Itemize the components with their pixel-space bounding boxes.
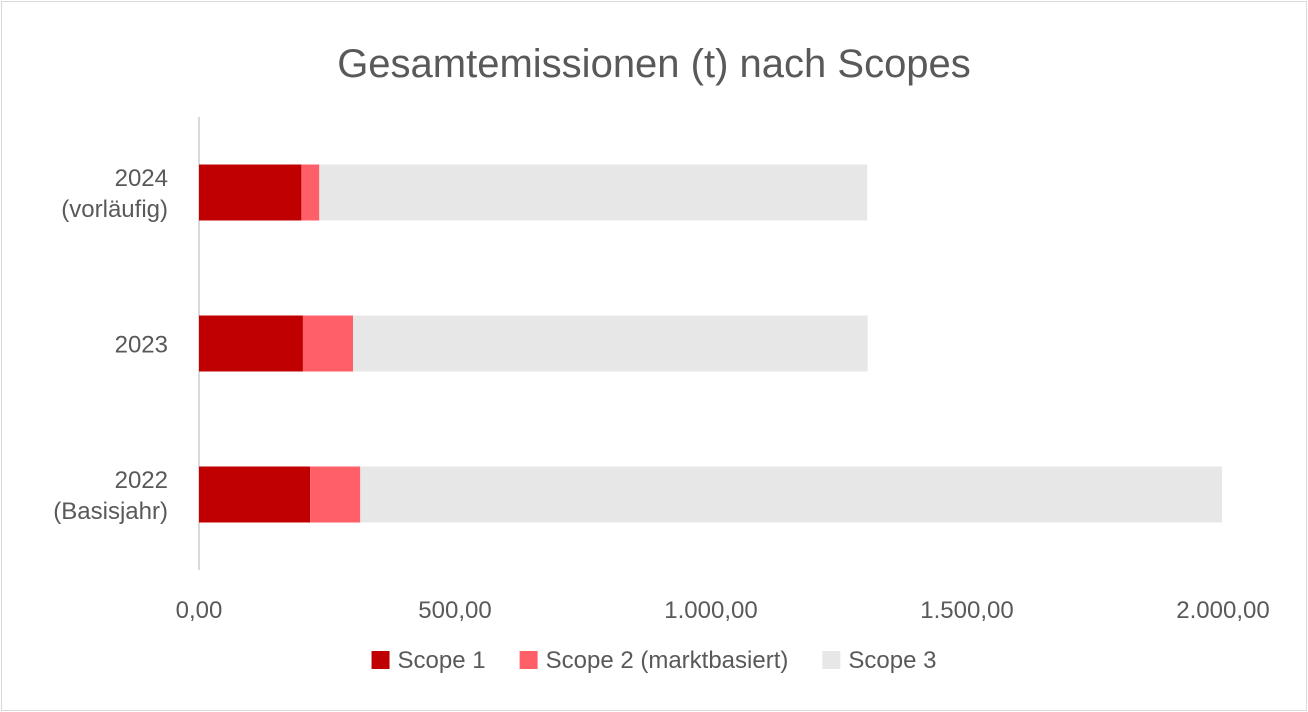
x-tick-label: 1.000,00: [664, 597, 757, 624]
bar-2-1: [301, 164, 320, 221]
chart-title: Gesamtemissionen (t) nach Scopes: [337, 42, 971, 86]
bar-3-1: [319, 164, 868, 221]
bar-2-2: [302, 315, 354, 372]
x-tick-label: 1.500,00: [920, 597, 1013, 624]
bar-2-3: [310, 466, 361, 523]
x-tick-label: 500,00: [418, 597, 491, 624]
legend-label-1: Scope 1: [398, 647, 486, 674]
x-tick-labels: 0,00 500,00 1.000,00 1.500,00 2.000,00: [176, 597, 1270, 624]
bar-3-2: [353, 315, 868, 372]
bars-group: [199, 164, 1222, 523]
bar-3-3: [360, 466, 1222, 523]
legend: Scope 1 Scope 2 (marktbasiert) Scope 3: [371, 647, 936, 674]
y-tick-label: 2022 (Basisjahr): [53, 467, 168, 525]
legend-swatch-2: [519, 651, 538, 669]
y-tick-label: 2024 (vorläufig): [61, 165, 168, 223]
legend-swatch-3: [822, 651, 841, 669]
bar-1-3: [199, 466, 311, 523]
y-tick-label: 2023: [115, 332, 168, 359]
legend-label-3: Scope 3: [848, 647, 936, 674]
x-tick-label: 0,00: [176, 597, 223, 624]
x-tick-label: 2.000,00: [1176, 597, 1269, 624]
bar-1-2: [199, 315, 303, 372]
legend-swatch-1: [371, 651, 390, 669]
y-tick-labels: 2024 (vorläufig) 2023 2022 (Basisjahr): [53, 165, 168, 525]
bar-1-1: [199, 164, 302, 221]
legend-label-2: Scope 2 (marktbasiert): [546, 647, 789, 674]
